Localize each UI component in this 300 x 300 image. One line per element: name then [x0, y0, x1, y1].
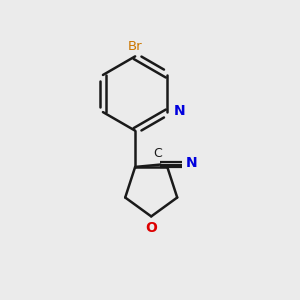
Text: N: N [173, 103, 185, 118]
Text: C: C [154, 146, 162, 160]
Text: N: N [186, 156, 197, 170]
Text: Br: Br [128, 40, 142, 52]
Text: O: O [145, 221, 157, 235]
